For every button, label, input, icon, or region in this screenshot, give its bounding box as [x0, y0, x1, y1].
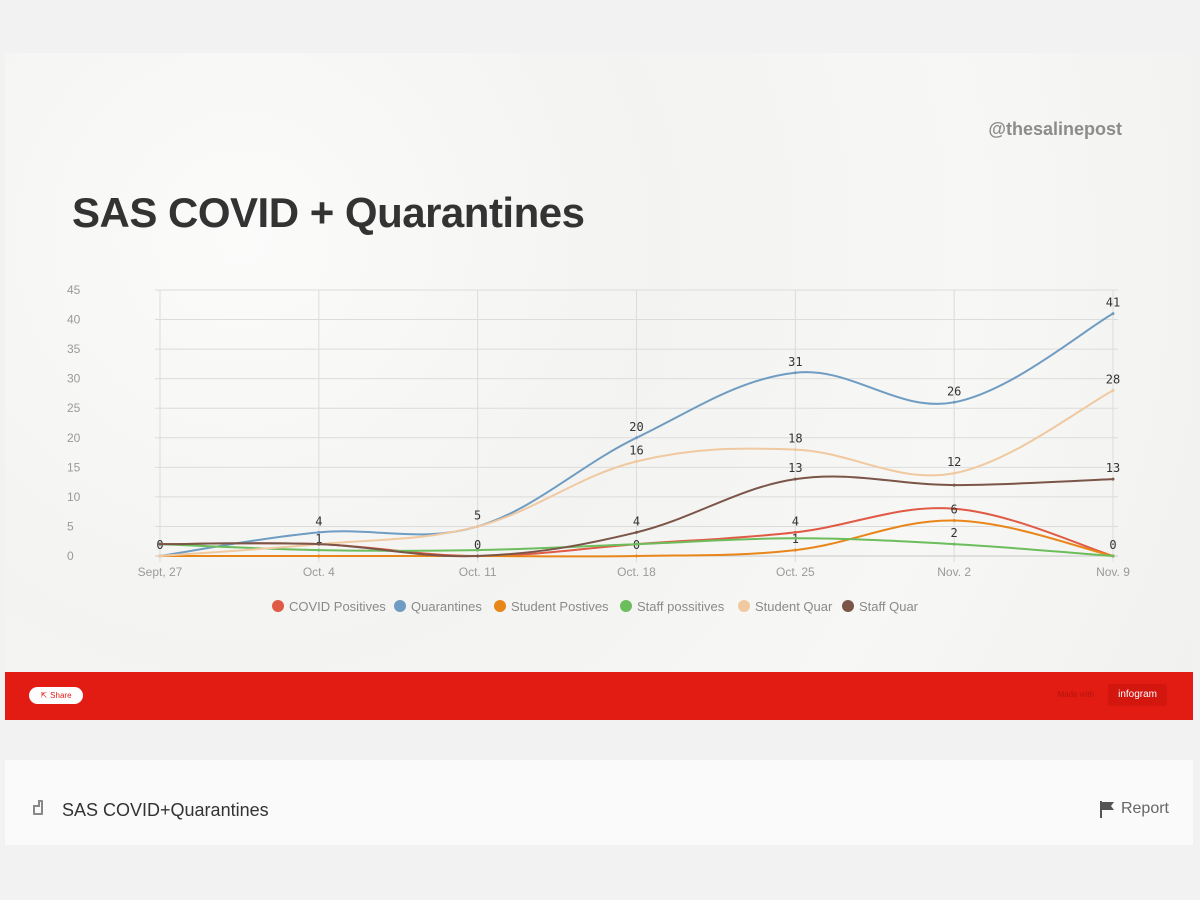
x-tick-label: Nov. 2	[937, 565, 971, 579]
data-point-student-quar	[793, 448, 797, 452]
data-label: 26	[947, 384, 961, 398]
data-point-staff-possitives	[952, 542, 956, 546]
report-button[interactable]: Report	[1099, 800, 1169, 818]
legend-label: Staff Quar	[859, 599, 919, 614]
data-label: 13	[788, 461, 802, 475]
data-label: 16	[629, 443, 643, 457]
x-tick-label: Sept, 27	[138, 565, 183, 579]
report-label: Report	[1120, 800, 1169, 817]
y-tick-label: 20	[67, 431, 81, 445]
data-point-student-quar	[635, 459, 638, 463]
chart-title: SAS COVID + Quarantines	[72, 189, 585, 236]
y-tick-label: 45	[67, 283, 81, 297]
x-tick-label: Oct. 11	[459, 565, 497, 579]
data-label: 4	[792, 514, 799, 528]
data-label: 4	[315, 514, 322, 528]
x-tick-label: Nov. 9	[1096, 565, 1130, 579]
data-point-staff-possitives	[1111, 554, 1115, 558]
data-point-staff-possitives	[635, 542, 638, 546]
y-tick-label: 25	[67, 401, 81, 415]
data-label: 5	[474, 508, 481, 522]
data-label: 0	[1109, 538, 1116, 552]
legend-swatch	[494, 600, 506, 612]
data-point-quarantines	[635, 436, 638, 440]
data-point-staff-quar	[635, 530, 638, 534]
share-icon: ⇱	[40, 690, 48, 700]
data-label: 31	[788, 355, 802, 369]
data-point-quarantines	[1111, 312, 1115, 316]
y-tick-label: 35	[67, 342, 81, 356]
data-label: 41	[1106, 296, 1120, 310]
x-tick-label: Oct. 4	[303, 565, 335, 579]
data-point-staff-quar	[952, 483, 956, 487]
data-point-covid-positives	[952, 507, 956, 511]
data-point-student-postives	[793, 548, 797, 552]
y-tick-label: 0	[67, 549, 74, 563]
legend-label: Staff possitives	[637, 599, 725, 614]
data-label: 6	[951, 503, 958, 517]
y-tick-label: 40	[67, 313, 81, 327]
footer-bar: ⇱ Share Made with infogram	[5, 672, 1193, 720]
y-tick-label: 5	[67, 519, 74, 533]
data-label: 1	[315, 532, 322, 546]
data-point-student-postives	[635, 554, 638, 558]
data-point-student-quar	[158, 554, 162, 558]
legend-swatch	[738, 600, 750, 612]
data-point-covid-positives	[793, 530, 797, 534]
flag-icon	[1099, 801, 1114, 818]
share-button[interactable]: ⇱ Share	[29, 687, 83, 704]
share-label: Share	[50, 691, 72, 700]
data-point-staff-possitives	[317, 548, 321, 552]
data-label: 2	[951, 526, 958, 540]
data-point-quarantines	[952, 400, 956, 404]
y-tick-label: 30	[67, 372, 81, 386]
legend-swatch	[842, 600, 854, 612]
data-label: 20	[629, 420, 643, 434]
data-point-staff-quar	[1111, 477, 1115, 481]
data-point-student-quar	[476, 524, 480, 528]
data-point-staff-quar	[158, 542, 162, 546]
data-point-quarantines	[317, 530, 321, 534]
document-icon	[33, 800, 43, 815]
infogram-link[interactable]: infogram	[1108, 684, 1167, 706]
data-label: 12	[947, 455, 961, 469]
legend-label: COVID Positives	[289, 599, 386, 614]
made-with-label: Made with	[1057, 690, 1094, 699]
legend-swatch	[394, 600, 406, 612]
data-point-staff-possitives	[476, 548, 480, 552]
data-point-staff-quar	[476, 554, 480, 558]
legend-swatch	[272, 600, 284, 612]
data-label: 18	[788, 432, 802, 446]
x-tick-label: Oct. 18	[617, 565, 656, 579]
data-point-student-quar	[1111, 388, 1115, 392]
legend-swatch	[620, 600, 632, 612]
y-tick-label: 15	[67, 460, 81, 474]
y-tick-label: 10	[67, 490, 81, 504]
brand-handle: @thesalinepost	[988, 119, 1122, 139]
legend-label: Student Quar	[755, 599, 833, 614]
embed-footer: SAS COVID+Quarantines Report	[5, 760, 1193, 845]
data-point-student-quar	[952, 471, 956, 475]
legend-label: Student Postives	[511, 599, 609, 614]
data-point-staff-quar	[317, 542, 321, 546]
data-point-staff-possitives	[793, 536, 797, 540]
data-point-student-postives	[952, 519, 956, 523]
footer-title: SAS COVID+Quarantines	[62, 800, 269, 820]
data-label: 4	[633, 514, 640, 528]
data-label: 28	[1106, 372, 1120, 386]
data-label: 13	[1106, 461, 1120, 475]
data-point-staff-quar	[793, 477, 797, 481]
infographic-card: @thesalinepost SAS COVID + Quarantines 0…	[5, 53, 1193, 672]
legend-label: Quarantines	[411, 599, 482, 614]
data-point-quarantines	[793, 371, 797, 375]
data-point-student-postives	[317, 554, 321, 558]
x-tick-label: Oct. 25	[776, 565, 815, 579]
data-label: 0	[474, 538, 481, 552]
